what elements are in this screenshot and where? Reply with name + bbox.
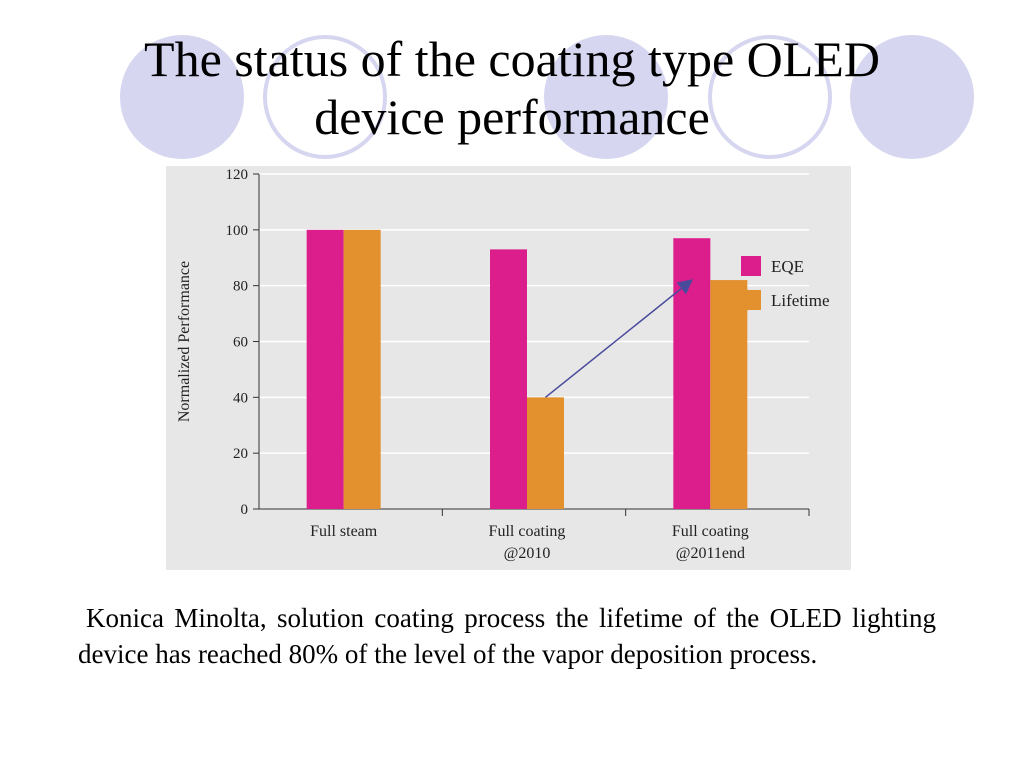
legend-swatch-eqe [741,256,761,276]
x-tick-label: @2010 [504,545,551,562]
slide-caption: Konica Minolta, solution coating process… [78,603,936,669]
y-tick-label: 120 [226,167,249,183]
decorative-ring-2 [708,35,832,159]
chart-panel: 0 20 40 60 80 100 120 Normalized Performance Ful… [166,166,851,570]
y-axis-label: Normalized Performance [176,261,193,422]
bar-eqe-3 [673,238,711,509]
bar-lifetime-1 [343,229,381,510]
trend-arrow [545,279,694,398]
legend-label-eqe: EQE [771,257,804,276]
slide-title-line-2: device performance [314,89,710,145]
y-tick-label: 100 [226,223,249,239]
decorative-circle-3 [850,35,974,159]
x-tick-label: Full steam [310,523,378,540]
legend-swatch-lifetime [741,290,761,310]
decorative-circle-1 [120,35,244,159]
y-tick-label: 40 [233,390,248,406]
bar-eqe-1 [306,229,344,510]
y-tick-label: 0 [241,502,249,518]
legend-label-lifetime: Lifetime [771,291,830,310]
bar-lifetime-2 [527,397,564,509]
x-tick-label: @2011end [676,545,745,562]
bar-lifetime-3 [710,280,748,509]
y-tick-label: 60 [233,335,248,351]
bar-eqe-2 [490,249,527,509]
decorative-circle-2 [544,35,668,159]
bar-chart: 0 20 40 60 80 100 120 Normalized Performance Ful… [176,167,830,562]
slide-title-line-1: The status of the coating type OLED [144,31,880,87]
x-tick-label: Full coating [489,523,566,540]
y-tick-label: 80 [233,279,248,295]
slide-title: The status of the coating type OLED devi… [0,30,1024,146]
y-tick-label: 20 [233,446,248,462]
x-tick-label: Full coating [672,523,749,540]
decorative-ring-1 [263,35,387,159]
